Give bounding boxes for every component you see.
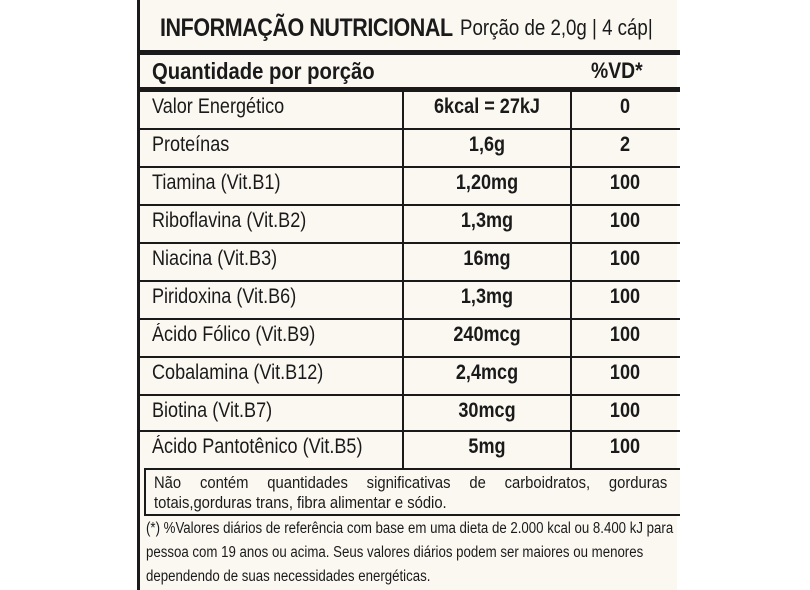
row-divider [140,356,680,358]
header-rule [140,50,680,55]
nutrient-vd: 100 [609,399,641,422]
nutrient-vd: 100 [609,209,641,232]
label-header: INFORMAÇÃO NUTRICIONAL Porção de 2,0g | … [160,10,680,46]
nutrient-name: Proteínas [152,133,230,156]
column-heading-rule [140,87,680,92]
table-row: Tiamina (Vit.B1) 1,20mg 100 [140,168,680,206]
quantity-per-portion-heading: Quantidade por porção [152,58,375,84]
row-divider [140,430,680,432]
nutrient-vd: 100 [609,323,641,346]
nutrient-vd: 100 [609,285,641,308]
nutrient-quantity: 30mcg [458,399,516,422]
nutrient-name: Cobalamina (Vit.B12) [152,361,324,384]
row-divider [140,280,680,282]
nutrition-label: INFORMAÇÃO NUTRICIONAL Porção de 2,0g | … [137,0,680,590]
table-row: Proteínas 1,6g 2 [140,130,680,168]
disclaimer-box: Não contém quantidades significativas de… [144,468,680,516]
nutrient-name: Piridoxina (Vit.B6) [152,285,297,308]
nutrient-quantity: 16mg [463,247,511,270]
nutrient-name: Valor Energético [152,95,285,118]
nutrient-vd: 100 [609,435,641,458]
vd-column-divider [570,92,572,468]
table-row: Niacina (Vit.B3) 16mg 100 [140,244,680,282]
nutrient-vd: 2 [619,133,631,156]
table-row: Piridoxina (Vit.B6) 1,3mg 100 [140,282,680,320]
nutrient-quantity: 1,3mg [460,209,514,232]
portion-size: Porção de 2,0g | 4 cáp| [460,15,653,40]
vd-heading: %VD* [591,58,643,83]
nutrient-name: Tiamina (Vit.B1) [152,171,281,194]
nutrient-quantity: 1,3mg [460,285,514,308]
nutrient-quantity: 6kcal = 27kJ [434,95,540,118]
nutrient-quantity: 1,20mg [455,171,519,194]
nutrient-name: Niacina (Vit.B3) [152,247,278,270]
nutrient-vd: 0 [619,95,631,118]
table-row: Biotina (Vit.B7) 30mcg 100 [140,396,680,434]
nutrient-name: Ácido Fólico (Vit.B9) [152,323,316,346]
nutrient-name: Riboflavina (Vit.B2) [152,209,307,232]
nutrient-name: Biotina (Vit.B7) [152,399,273,422]
nutrient-quantity: 2,4mcg [455,361,519,384]
table-row: Valor Energético 6kcal = 27kJ 0 [140,92,680,130]
nutrient-vd: 100 [609,361,641,384]
row-divider [140,242,680,244]
footnote: (*) %Valores diários de referência com b… [146,520,674,585]
nutrient-vd: 100 [609,171,641,194]
table-row: Riboflavina (Vit.B2) 1,3mg 100 [140,206,680,244]
row-divider [140,318,680,320]
row-divider [140,166,680,168]
row-divider [140,394,680,396]
row-divider [140,204,680,206]
quantity-column-divider [402,92,404,468]
nutrient-quantity: 1,6g [468,133,506,156]
table-row: Ácido Pantotênico (Vit.B5) 5mg 100 [140,432,680,470]
nutrient-name: Ácido Pantotênico (Vit.B5) [152,435,363,458]
table-row: Ácido Fólico (Vit.B9) 240mcg 100 [140,320,680,358]
nutrient-quantity: 240mcg [453,323,521,346]
row-divider [140,128,680,130]
nutrient-quantity: 5mg [468,435,506,458]
nutrient-vd: 100 [609,247,641,270]
table-row: Cobalamina (Vit.B12) 2,4mcg 100 [140,358,680,396]
disclaimer-text: Não contém quantidades significativas de… [154,473,668,512]
label-title: INFORMAÇÃO NUTRICIONAL [160,14,453,42]
